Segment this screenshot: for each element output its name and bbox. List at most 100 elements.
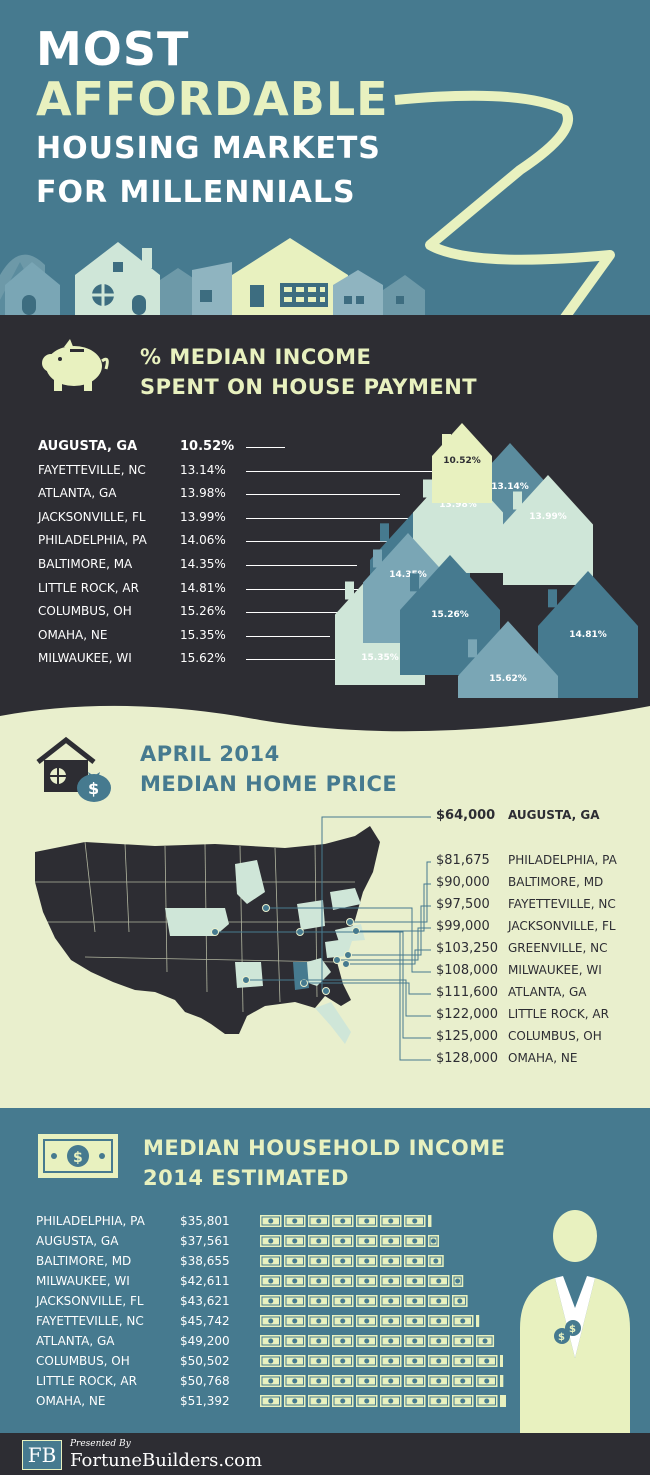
price-row-value: $108,000 (436, 963, 499, 978)
chimney-shape (423, 479, 432, 498)
title-line-3: HOUSING MARKETS (36, 131, 381, 166)
money-bill-bar (404, 1355, 426, 1367)
money-bill-bar (356, 1275, 378, 1287)
chimney-shape (410, 573, 419, 592)
money-bill-bar (404, 1295, 426, 1307)
site-name: FortuneBuilders.com (70, 1450, 263, 1471)
money-bill-bar (356, 1235, 378, 1247)
price-row-value: $99,000 (436, 919, 490, 934)
household-row-city: OMAHA, NE (36, 1394, 106, 1408)
house-shape (503, 475, 593, 585)
svg-text:$: $ (558, 1332, 565, 1343)
money-bill-bar (452, 1395, 474, 1407)
income-row-city: LITTLE ROCK, AR (38, 580, 139, 595)
price-row-value: $64,000 (436, 808, 496, 823)
income-row-leader-line (246, 612, 400, 614)
presented-by: Presented By (70, 1439, 131, 1449)
price-leader-line (321, 816, 431, 992)
money-bill-bar (332, 1395, 354, 1407)
money-bill-bar (260, 1235, 282, 1247)
money-bill-bar (452, 1315, 474, 1327)
price-leader-line (246, 979, 431, 1017)
income-row-leader-line (246, 565, 357, 566)
household-row-city: ATLANTA, GA (36, 1334, 115, 1348)
money-bill-bar (452, 1375, 474, 1387)
money-bill-bar (260, 1375, 282, 1387)
money-bill-bar (284, 1335, 306, 1347)
money-bill-bar (260, 1275, 282, 1287)
income-row-leader-line (246, 447, 285, 448)
money-bill-bar (428, 1335, 450, 1347)
svg-text:$: $ (73, 1150, 83, 1166)
home-price-section: $ APRIL 2014 MEDIAN HOME PRICE (0, 698, 650, 1110)
price-leader-line (346, 949, 431, 965)
money-bill-bar (452, 1355, 474, 1367)
money-bill-bar (404, 1235, 426, 1247)
house-shape (538, 571, 638, 701)
income-row-pct: 14.81% (180, 580, 226, 595)
money-bill-bar (428, 1375, 450, 1387)
money-bill-bar (260, 1395, 282, 1407)
income-row-city: COLUMBUS, OH (38, 604, 132, 619)
title-line-4: FOR MILLENNIALS (36, 175, 356, 210)
price-leader-line (304, 982, 431, 995)
money-bill-bar (476, 1375, 498, 1387)
household-row-income: $37,561 (180, 1234, 230, 1248)
money-bill-bar (428, 1315, 450, 1327)
money-bill-bar (284, 1375, 306, 1387)
chimney-shape (548, 589, 557, 608)
chimney-shape (442, 434, 451, 452)
income-row-city: JACKSONVILLE, FL (38, 509, 146, 524)
price-row-city: OMAHA, NE (508, 1051, 578, 1065)
income-row-city: FAYETTEVILLE, NC (38, 462, 146, 477)
household-row-income: $35,801 (180, 1214, 230, 1228)
money-bill-bar (452, 1295, 468, 1307)
money-bill-bar (404, 1335, 426, 1347)
household-row-income: $42,611 (180, 1274, 230, 1288)
income-row-leader-line (246, 635, 330, 637)
income-row-city: BALTIMORE, MA (38, 557, 133, 571)
income-row-leader-line (246, 470, 460, 472)
money-bill-bar (404, 1275, 426, 1287)
city-marker-dot (322, 987, 330, 995)
household-title-line-2: 2014 ESTIMATED (143, 1166, 349, 1190)
chimney-shape (468, 639, 477, 658)
money-bill-bar (308, 1355, 330, 1367)
money-bill-bar (380, 1355, 402, 1367)
price-row-value: $97,500 (436, 897, 490, 912)
money-bill-bar (284, 1315, 306, 1327)
money-bill-bar (452, 1275, 464, 1287)
price-leader-line (337, 927, 431, 961)
money-bill-bar (428, 1295, 450, 1307)
price-row-value: $111,600 (436, 985, 499, 1000)
household-income-section: $ MEDIAN HOUSEHOLD INCOME 2014 ESTIMATED… (0, 1108, 650, 1433)
money-bill-bar (308, 1295, 330, 1307)
household-row-income: $51,392 (180, 1394, 230, 1408)
money-bill-bar (404, 1395, 426, 1407)
household-row-city: JACKSONVILLE, FL (36, 1294, 144, 1308)
money-bill-bar (332, 1215, 354, 1227)
hero-section: MOST AFFORDABLE HOUSING MARKETS FOR MILL… (0, 0, 650, 315)
house-pct-label: 13.98% (439, 500, 477, 510)
money-bill-bar (260, 1215, 282, 1227)
price-row-city: AUGUSTA, GA (508, 808, 600, 822)
money-bill-bar (380, 1295, 402, 1307)
price-row-city: PHILADELPHIA, PA (508, 853, 617, 867)
money-bill-bar (284, 1215, 306, 1227)
money-bill-bar (380, 1335, 402, 1347)
income-row-city: OMAHA, NE (38, 627, 108, 642)
money-bill-bar (404, 1255, 426, 1267)
chimney-shape (513, 491, 522, 510)
money-bill-bar (308, 1315, 330, 1327)
price-leader-line (266, 907, 431, 973)
piggy-bank-icon (42, 339, 109, 391)
income-row-pct: 13.99% (180, 509, 226, 524)
house-money-bag-icon: $ (36, 736, 111, 802)
money-bill-bar (284, 1295, 306, 1307)
money-bill-bar (404, 1215, 426, 1227)
income-row-pct: 13.14% (180, 462, 226, 477)
money-bill-bar (308, 1255, 330, 1267)
income-row-pct: 15.26% (180, 604, 226, 619)
money-bill-bar (500, 1395, 506, 1407)
